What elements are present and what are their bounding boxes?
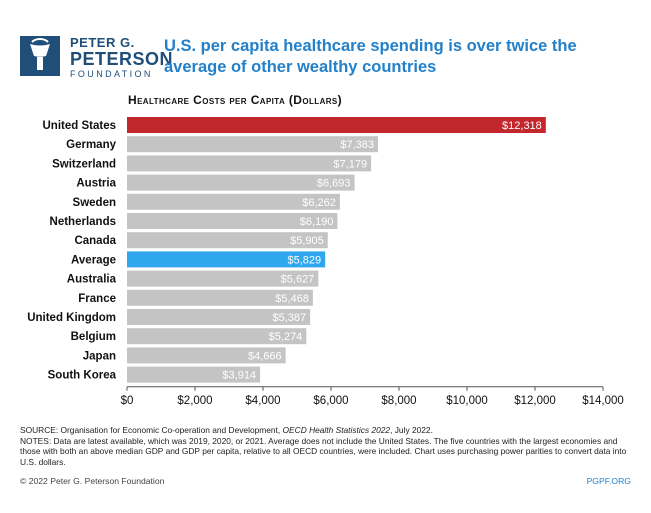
category-label: Germany (66, 139, 116, 151)
bar (127, 136, 379, 153)
footnotes: SOURCE: Organisation for Economic Co-ope… (20, 425, 632, 467)
bar (127, 309, 311, 325)
bar-value-label: $5,274 (269, 331, 303, 343)
bar-value-label: $3,914 (222, 370, 256, 382)
bar (127, 270, 319, 287)
logo-line-1: PETER G. (70, 35, 135, 50)
bar-value-label: $12,318 (502, 120, 542, 132)
bar-value-label: $5,468 (275, 293, 309, 305)
category-label: South Korea (48, 370, 117, 382)
bar-value-label: $6,190 (300, 216, 334, 228)
bar-value-label: $5,829 (288, 254, 322, 266)
bar (127, 328, 307, 345)
x-tick-label: $10,000 (446, 395, 488, 407)
category-label: Canada (74, 235, 116, 247)
bar (127, 366, 261, 383)
bar (127, 193, 340, 210)
category-label: Australia (67, 274, 117, 286)
category-label: Sweden (73, 197, 116, 209)
category-label: Austria (76, 178, 116, 190)
site-link[interactable]: PGPF.ORG (586, 476, 631, 486)
x-tick-label: $8,000 (381, 395, 416, 407)
category-label: France (78, 293, 116, 305)
bar-value-label: $4,666 (248, 350, 282, 362)
category-label: Netherlands (50, 216, 116, 228)
category-label: Japan (83, 350, 116, 362)
bar-value-label: $5,905 (290, 235, 324, 247)
bar (127, 289, 313, 306)
chart-title: U.S. per capita healthcare spending is o… (164, 37, 577, 76)
source-note: SOURCE: Organisation for Economic Co-ope… (20, 425, 632, 436)
bar-value-label: $7,179 (333, 158, 367, 170)
logo: PETER G. PETERSON FOUNDATION (20, 36, 173, 79)
x-tick-label: $12,000 (514, 395, 556, 407)
source-title: OECD Health Statistics 2022 (282, 425, 391, 435)
bar (127, 117, 546, 133)
bar (127, 347, 286, 364)
bar (127, 213, 338, 229)
bar (127, 232, 328, 249)
bar-value-label: $5,627 (281, 274, 315, 286)
category-label: Switzerland (52, 158, 116, 170)
x-tick-label: $4,000 (245, 395, 280, 407)
category-label: Average (71, 254, 116, 266)
x-tick-label: $2,000 (177, 395, 212, 407)
logo-line-3: FOUNDATION (70, 69, 153, 79)
torch-icon (20, 36, 60, 76)
x-tick-label: $14,000 (582, 395, 624, 407)
bar-value-label: $5,387 (273, 312, 307, 324)
source-suffix: , July 2022. (390, 425, 433, 435)
bar (127, 174, 355, 191)
chart-subtitle: Healthcare Costs per Capita (Dollars) (128, 93, 343, 107)
category-label: Belgium (71, 331, 116, 343)
bar-chart: United States $12,318 Germany $7,383 Switzer… (27, 117, 624, 407)
x-tick-label: $0 (121, 395, 134, 407)
category-label: United States (43, 120, 117, 132)
logo-line-2: PETERSON (70, 49, 174, 69)
bar (127, 155, 372, 172)
category-label: United Kingdom (27, 312, 116, 324)
source-prefix: SOURCE: Organisation for Economic Co-ope… (20, 425, 283, 435)
copyright: © 2022 Peter G. Peterson Foundation (20, 476, 165, 486)
bar-value-label: $6,693 (317, 178, 351, 190)
bar-value-label: $7,383 (340, 139, 374, 151)
bar-value-label: $6,262 (302, 197, 336, 209)
x-tick-label: $6,000 (313, 395, 348, 407)
notes-text: NOTES: Data are latest available, which … (20, 435, 627, 467)
bar (127, 251, 326, 268)
